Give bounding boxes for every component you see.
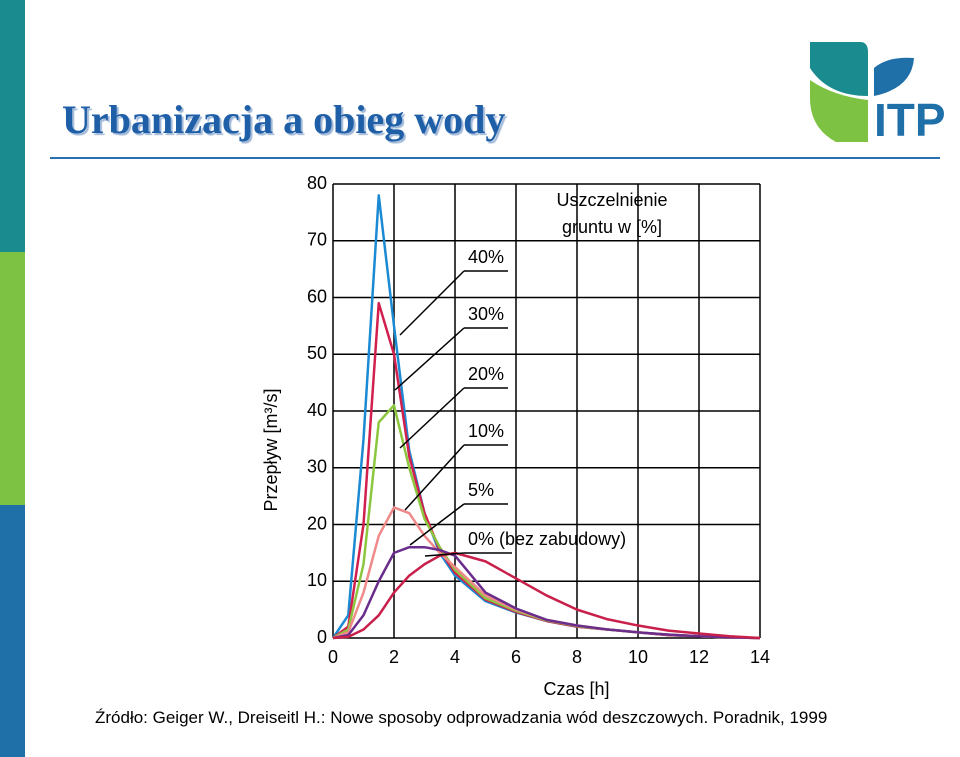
leader-line [399,270,465,336]
x-axis-label: Czas [h] [543,679,609,699]
slide-title: Urbanizacja a obieg wody [62,97,506,142]
logo-leaf [810,42,868,96]
data-line [332,545,761,640]
title-rule [50,157,940,159]
logo-leaf [810,80,868,142]
leader-line [404,444,465,511]
series-label: 20% [468,364,504,384]
y-tick-label: 50 [307,343,327,363]
data-line [332,404,761,640]
y-tick-label: 40 [307,400,327,420]
x-tick-label: 2 [389,647,399,667]
x-tick-label: 10 [628,647,648,667]
side-strip [0,505,25,757]
series-label: 40% [468,247,504,267]
x-tick-label: 4 [450,647,460,667]
y-tick-label: 60 [307,286,327,306]
series-label: 0% (bez zabudowy) [468,529,626,549]
side-strip [0,0,25,252]
legend-title: Uszczelnienie [556,190,667,210]
y-tick-label: 20 [307,513,327,533]
x-tick-label: 0 [328,647,338,667]
logo-text: ITP [874,94,946,146]
leader-line [394,327,465,391]
series-label: 30% [468,304,504,324]
x-tick-label: 12 [689,647,709,667]
leader-line [409,503,465,546]
logo-leaf [874,57,914,96]
y-axis-label: Przepływ [m³/s] [261,388,281,511]
y-tick-label: 10 [307,570,327,590]
series-label: 5% [468,480,494,500]
data-line [332,506,761,640]
legend-title: gruntu w [%] [562,217,662,237]
x-tick-label: 14 [750,647,770,667]
x-tick-label: 6 [511,647,521,667]
y-tick-label: 80 [307,173,327,193]
leader-line [399,387,465,449]
y-tick-label: 70 [307,230,327,250]
source-note: Źródło: Geiger W., Dreiseitl H.: Nowe sp… [95,708,828,727]
x-tick-label: 8 [572,647,582,667]
logo: ITP [810,42,946,146]
data-line [332,551,761,640]
side-strip [0,252,25,505]
y-tick-label: 30 [307,457,327,477]
leader-line [424,552,465,557]
series-label: 10% [468,421,504,441]
y-tick-label: 0 [317,627,327,647]
